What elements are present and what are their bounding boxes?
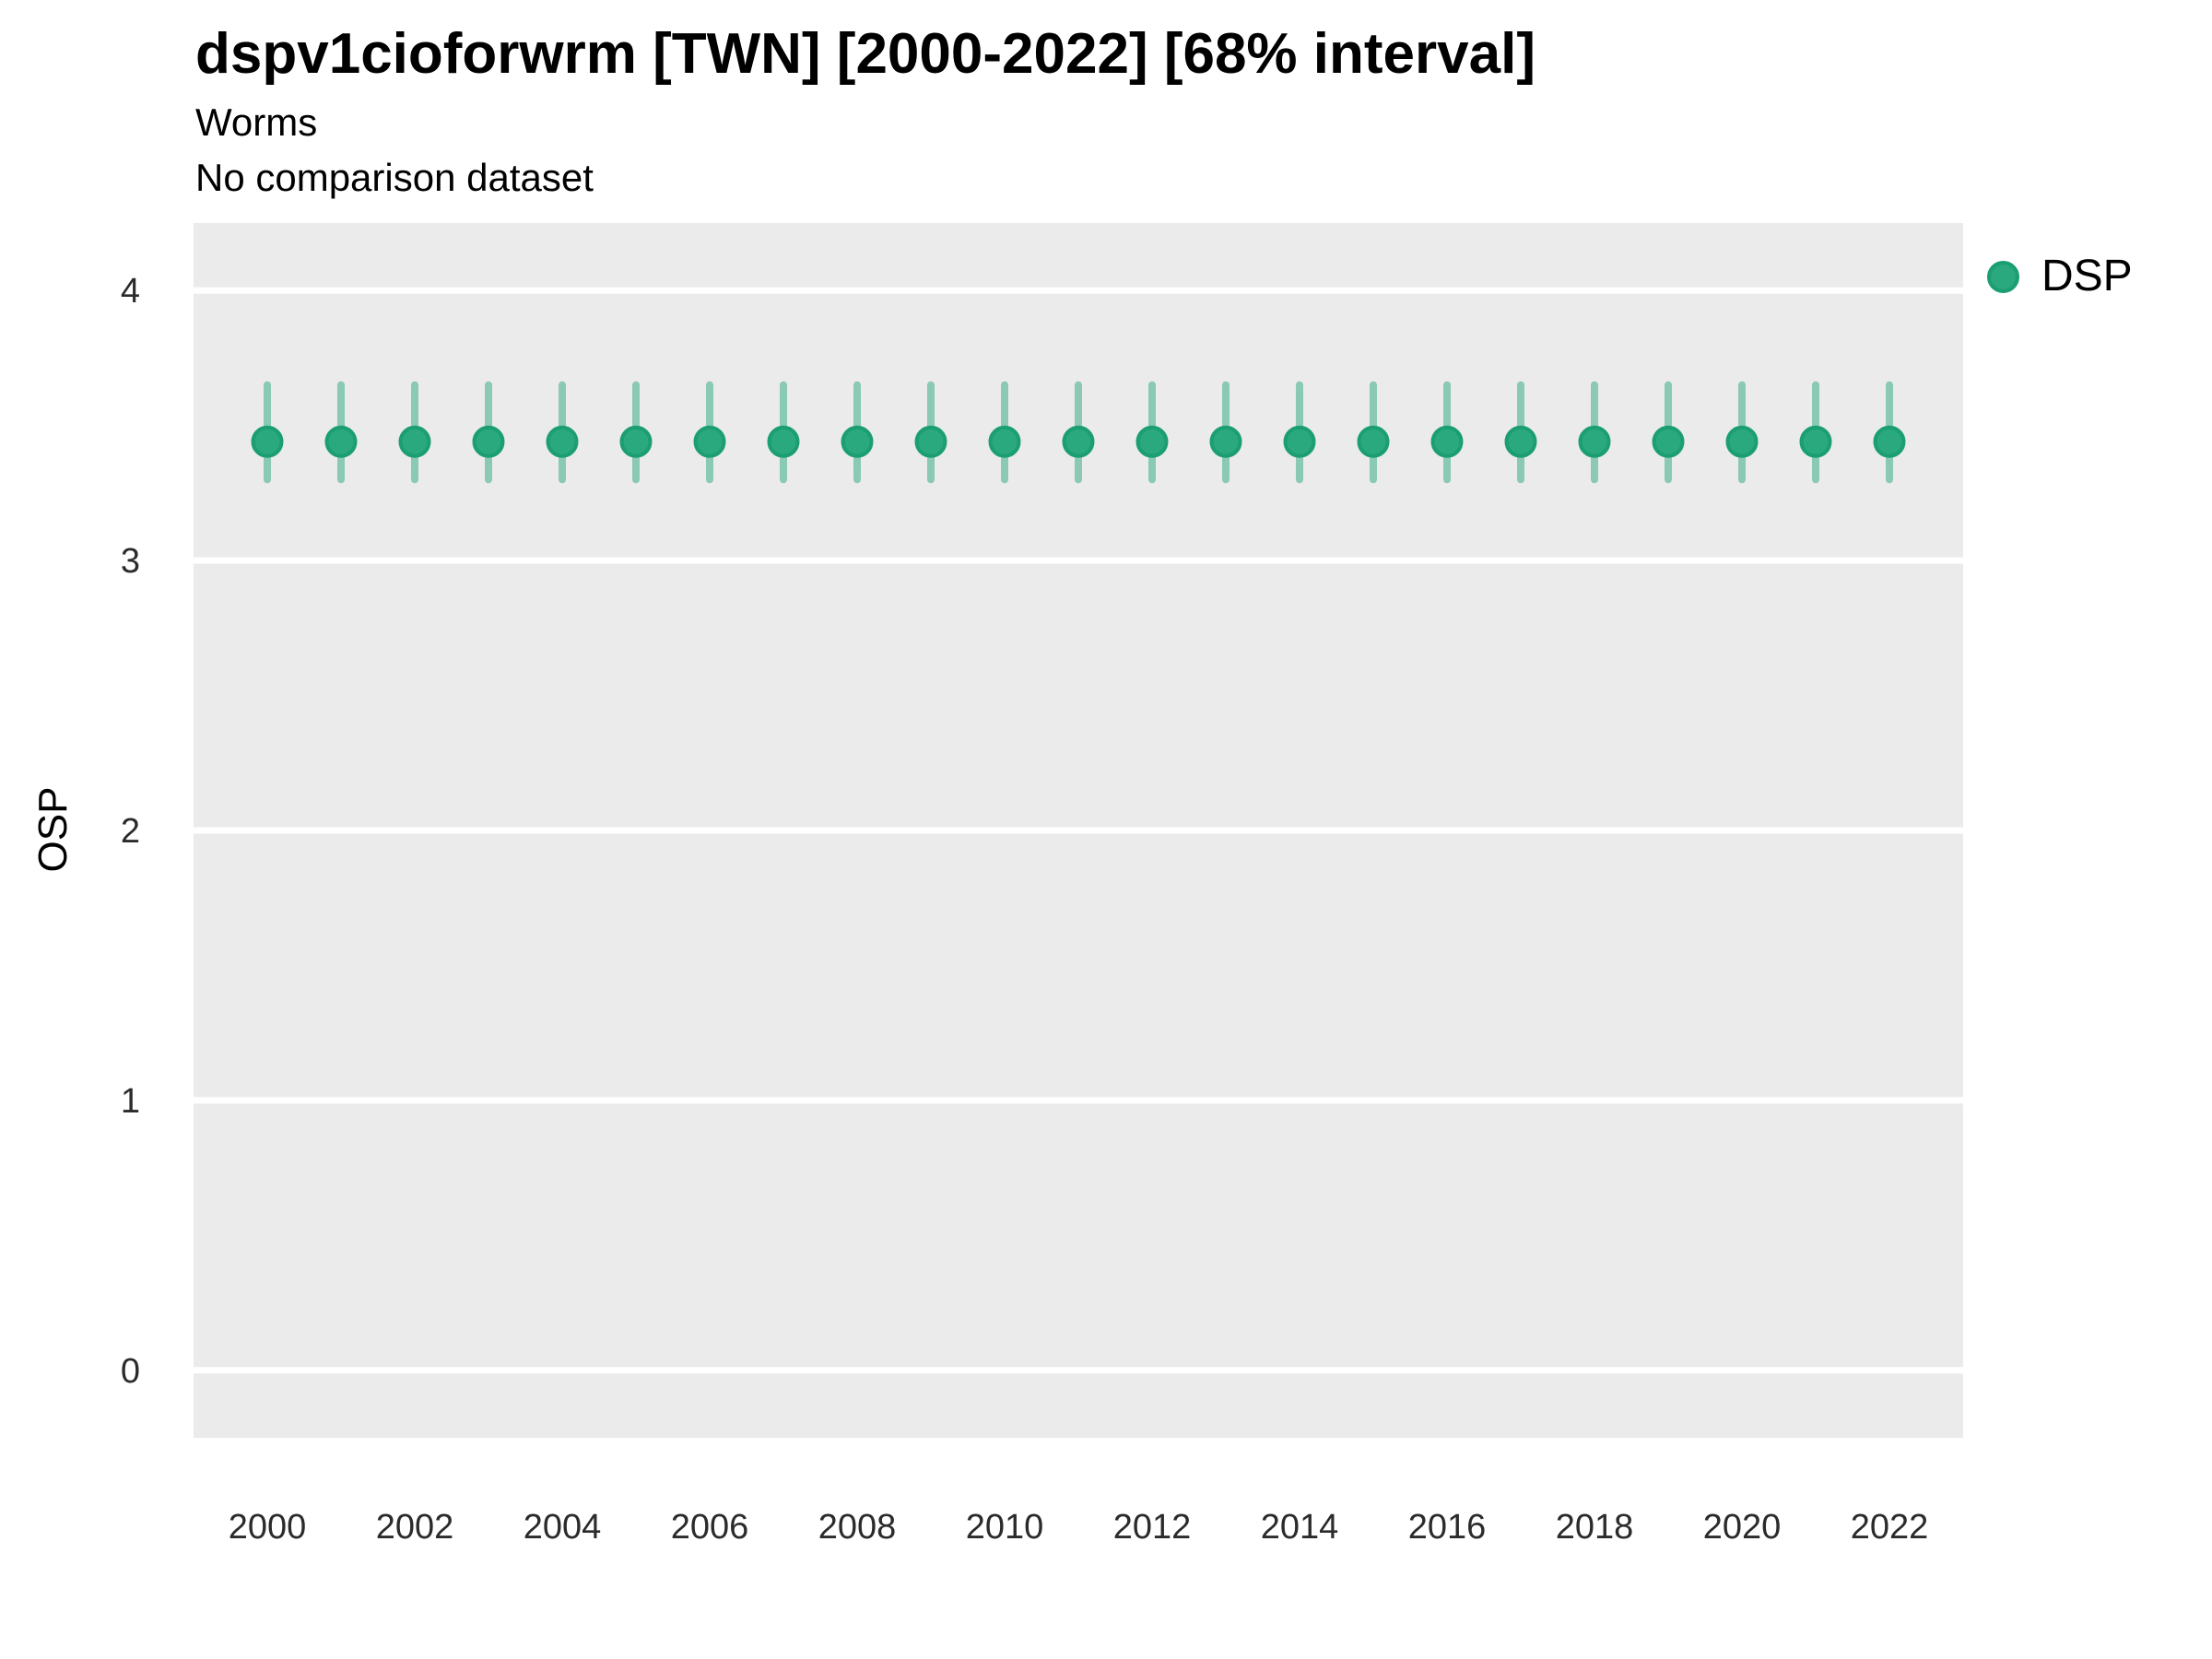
- x-tick-label-2010: 2010: [966, 1508, 1044, 1547]
- data-point-DSP-2018: [1578, 425, 1611, 458]
- data-point-DSP-2022: [1873, 425, 1906, 458]
- data-point-DSP-2020: [1725, 425, 1759, 458]
- legend: DSP: [1987, 254, 2133, 299]
- x-tick-label-2004: 2004: [524, 1508, 602, 1547]
- data-point-DSP-2012: [1135, 425, 1169, 458]
- x-tick-label-2008: 2008: [818, 1508, 897, 1547]
- chart-comparison-note: No comparison dataset: [195, 155, 594, 199]
- data-point-DSP-2015: [1357, 425, 1390, 458]
- x-tick-label-2002: 2002: [376, 1508, 454, 1547]
- data-point-DSP-2001: [324, 425, 358, 458]
- y-tick-label-2: 2: [121, 812, 140, 851]
- x-tick-label-2018: 2018: [1556, 1508, 1634, 1547]
- data-point-DSP-2003: [472, 425, 505, 458]
- data-point-DSP-2010: [988, 425, 1021, 458]
- data-point-DSP-2009: [914, 425, 947, 458]
- chart-header: dspv1cioforwrm [TWN] [2000-2022] [68% in…: [195, 20, 1535, 205]
- legend-dsp-marker-icon: [1987, 260, 2019, 293]
- x-tick-label-2022: 2022: [1851, 1508, 1929, 1547]
- x-tick-label-2006: 2006: [671, 1508, 749, 1547]
- y-tick-label-1: 1: [121, 1082, 140, 1121]
- data-point-DSP-2017: [1504, 425, 1537, 458]
- data-point-DSP-2008: [841, 425, 874, 458]
- x-tick-label-2014: 2014: [1261, 1508, 1339, 1547]
- x-tick-label-2016: 2016: [1408, 1508, 1487, 1547]
- data-point-DSP-2021: [1799, 425, 1832, 458]
- legend-dsp-label: DSP: [2041, 252, 2133, 300]
- chart-subtitle: Worms: [195, 100, 318, 145]
- data-point-DSP-2004: [546, 425, 579, 458]
- data-point-DSP-2013: [1209, 425, 1242, 458]
- x-tick-label-2000: 2000: [229, 1508, 307, 1547]
- data-point-DSP-2019: [1652, 425, 1685, 458]
- chart-title: dspv1cioforwrm [TWN] [2000-2022] [68% in…: [195, 22, 1535, 86]
- y-tick-label-3: 3: [121, 542, 140, 581]
- data-point-DSP-2006: [693, 425, 726, 458]
- y-tick-label-4: 4: [121, 272, 140, 311]
- data-point-DSP-2005: [619, 425, 653, 458]
- x-tick-label-2012: 2012: [1113, 1508, 1192, 1547]
- data-point-DSP-2002: [398, 425, 431, 458]
- data-point-DSP-2000: [251, 425, 284, 458]
- data-point-DSP-2016: [1430, 425, 1464, 458]
- y-tick-label-0: 0: [121, 1352, 140, 1391]
- data-point-DSP-2011: [1062, 425, 1095, 458]
- y-axis-title: OSP: [30, 786, 76, 873]
- data-point-DSP-2007: [767, 425, 800, 458]
- data-point-DSP-2014: [1283, 425, 1316, 458]
- x-tick-label-2020: 2020: [1703, 1508, 1782, 1547]
